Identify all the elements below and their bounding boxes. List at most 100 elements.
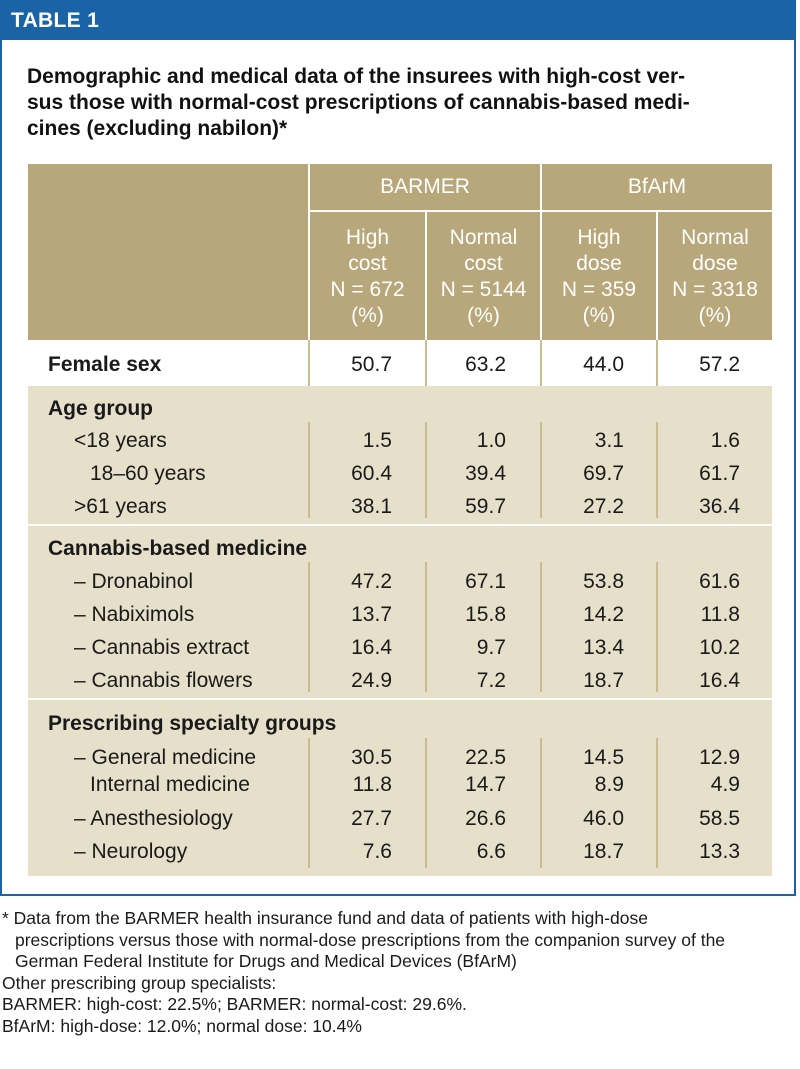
column-divider [540,422,542,518]
cell: 11.8 [352,773,392,796]
header-divider [308,164,310,340]
cell: 7.6 [362,840,392,863]
cell: 13.3 [699,840,740,863]
subheader-line: dose [692,252,738,275]
column-divider [308,422,310,518]
row-label: Internal medicine [90,773,250,796]
cell: 69.7 [583,462,624,485]
column-divider [656,738,658,868]
cell: 39.4 [465,462,506,485]
column-divider [425,562,427,692]
section-title-specialty: Prescribing specialty groups [48,712,337,735]
subheader-line: High [345,226,390,249]
group-header-bfarm: BfArM [627,175,687,198]
cell: 14.2 [583,603,624,626]
cell: 1.5 [362,429,392,452]
subheader-line: High [577,226,621,249]
table-caption: Demographic and medical data of the insu… [27,64,762,142]
cell: 59.7 [465,495,506,518]
specialty-section-background [28,700,772,876]
footnote-line: German Federal Institute for Drugs and M… [15,951,517,971]
cell: 16.4 [699,669,740,692]
cell: 13.4 [583,636,624,659]
subheader-line: N = 3318 [672,278,758,301]
cell: 60.4 [351,462,392,485]
column-divider [308,340,310,386]
footnote-line: BfArM: high-dose: 12.0%; normal dose: 10… [2,1015,362,1036]
subheader-line: dose [576,252,622,275]
column-divider [540,738,542,868]
cell: 53.8 [583,570,624,593]
cell: 57.2 [699,353,740,376]
cell: 27.2 [583,495,624,518]
subheader-line: (%) [351,304,384,327]
cell: 61.6 [699,570,740,593]
cell: 15.8 [465,603,506,626]
female-row-background [28,340,772,386]
cell: 50.7 [351,353,392,376]
cell: 16.4 [351,636,392,659]
data-table: BARMER BfArM High cost N = 672 (%) Norma… [28,164,772,876]
row-label: – Cannabis flowers [74,669,253,692]
section-title-age: Age group [48,397,153,420]
column-divider [656,340,658,386]
row-label: 18–60 years [90,462,206,485]
cell: 26.6 [465,807,506,830]
age-section-background [28,386,772,524]
footnote-line: BARMER: high-cost: 22.5%; BARMER: normal… [2,994,467,1014]
footnotes: * Data from the BARMER health insurance … [2,908,798,1037]
column-divider [656,422,658,518]
cell: 13.7 [351,603,392,626]
column-divider [540,340,542,386]
cell: 27.7 [351,807,392,830]
table-label: TABLE 1 [2,2,794,40]
header-background [28,164,772,340]
row-label: – General medicine [74,746,257,769]
row-label: >61 years [74,495,167,518]
subheader-line: Normal [449,226,518,249]
subheader-line: N = 5144 [440,278,527,301]
column-divider [308,562,310,692]
header-divider [542,210,772,212]
header-divider [540,164,542,340]
column-divider [425,340,427,386]
cell: 46.0 [583,807,624,830]
cell: 14.5 [583,746,624,769]
section-divider [28,524,772,526]
subheader-high-cost: High cost N = 672 (%) [310,225,425,329]
row-label: – Neurology [74,840,188,863]
footnote-line: prescriptions versus those with normal-d… [15,929,726,950]
subheader-line: N = 672 [330,278,405,301]
header-divider [310,210,540,212]
cell: 22.5 [465,746,506,769]
column-divider [540,562,542,692]
row-label-female: Female sex [48,353,162,376]
row-label: – Anesthesiology [74,807,233,830]
cell: 11.8 [700,603,740,626]
cell: 10.2 [699,636,740,659]
subheader-line: cost [348,252,387,275]
subheader-line: Normal [681,226,749,249]
row-label: – Dronabinol [74,570,194,593]
cell: 1.6 [710,429,740,452]
cell: 30.5 [351,746,392,769]
cell: 12.9 [699,746,740,769]
cell: 67.1 [465,570,506,593]
cell: 24.9 [351,669,392,692]
row-label: <18 years [74,429,167,452]
cannabis-section-background [28,526,772,698]
header-divider [656,212,658,340]
cell: 8.9 [594,773,624,796]
cell: 3.1 [594,429,624,452]
subheader-normal-dose: Normal dose N = 3318 (%) [658,225,772,329]
subheader-line: cost [464,252,503,275]
column-divider [425,422,427,518]
column-divider [425,738,427,868]
cell: 63.2 [465,353,506,376]
footnote-line: Other prescribing group specialists: [2,972,277,993]
row-label: – Cannabis extract [74,636,250,659]
footnote-line: * Data from the BARMER health insurance … [2,908,648,928]
caption-text: Demographic and medical data of the insu… [27,65,690,140]
subheader-line: N = 359 [561,278,637,301]
